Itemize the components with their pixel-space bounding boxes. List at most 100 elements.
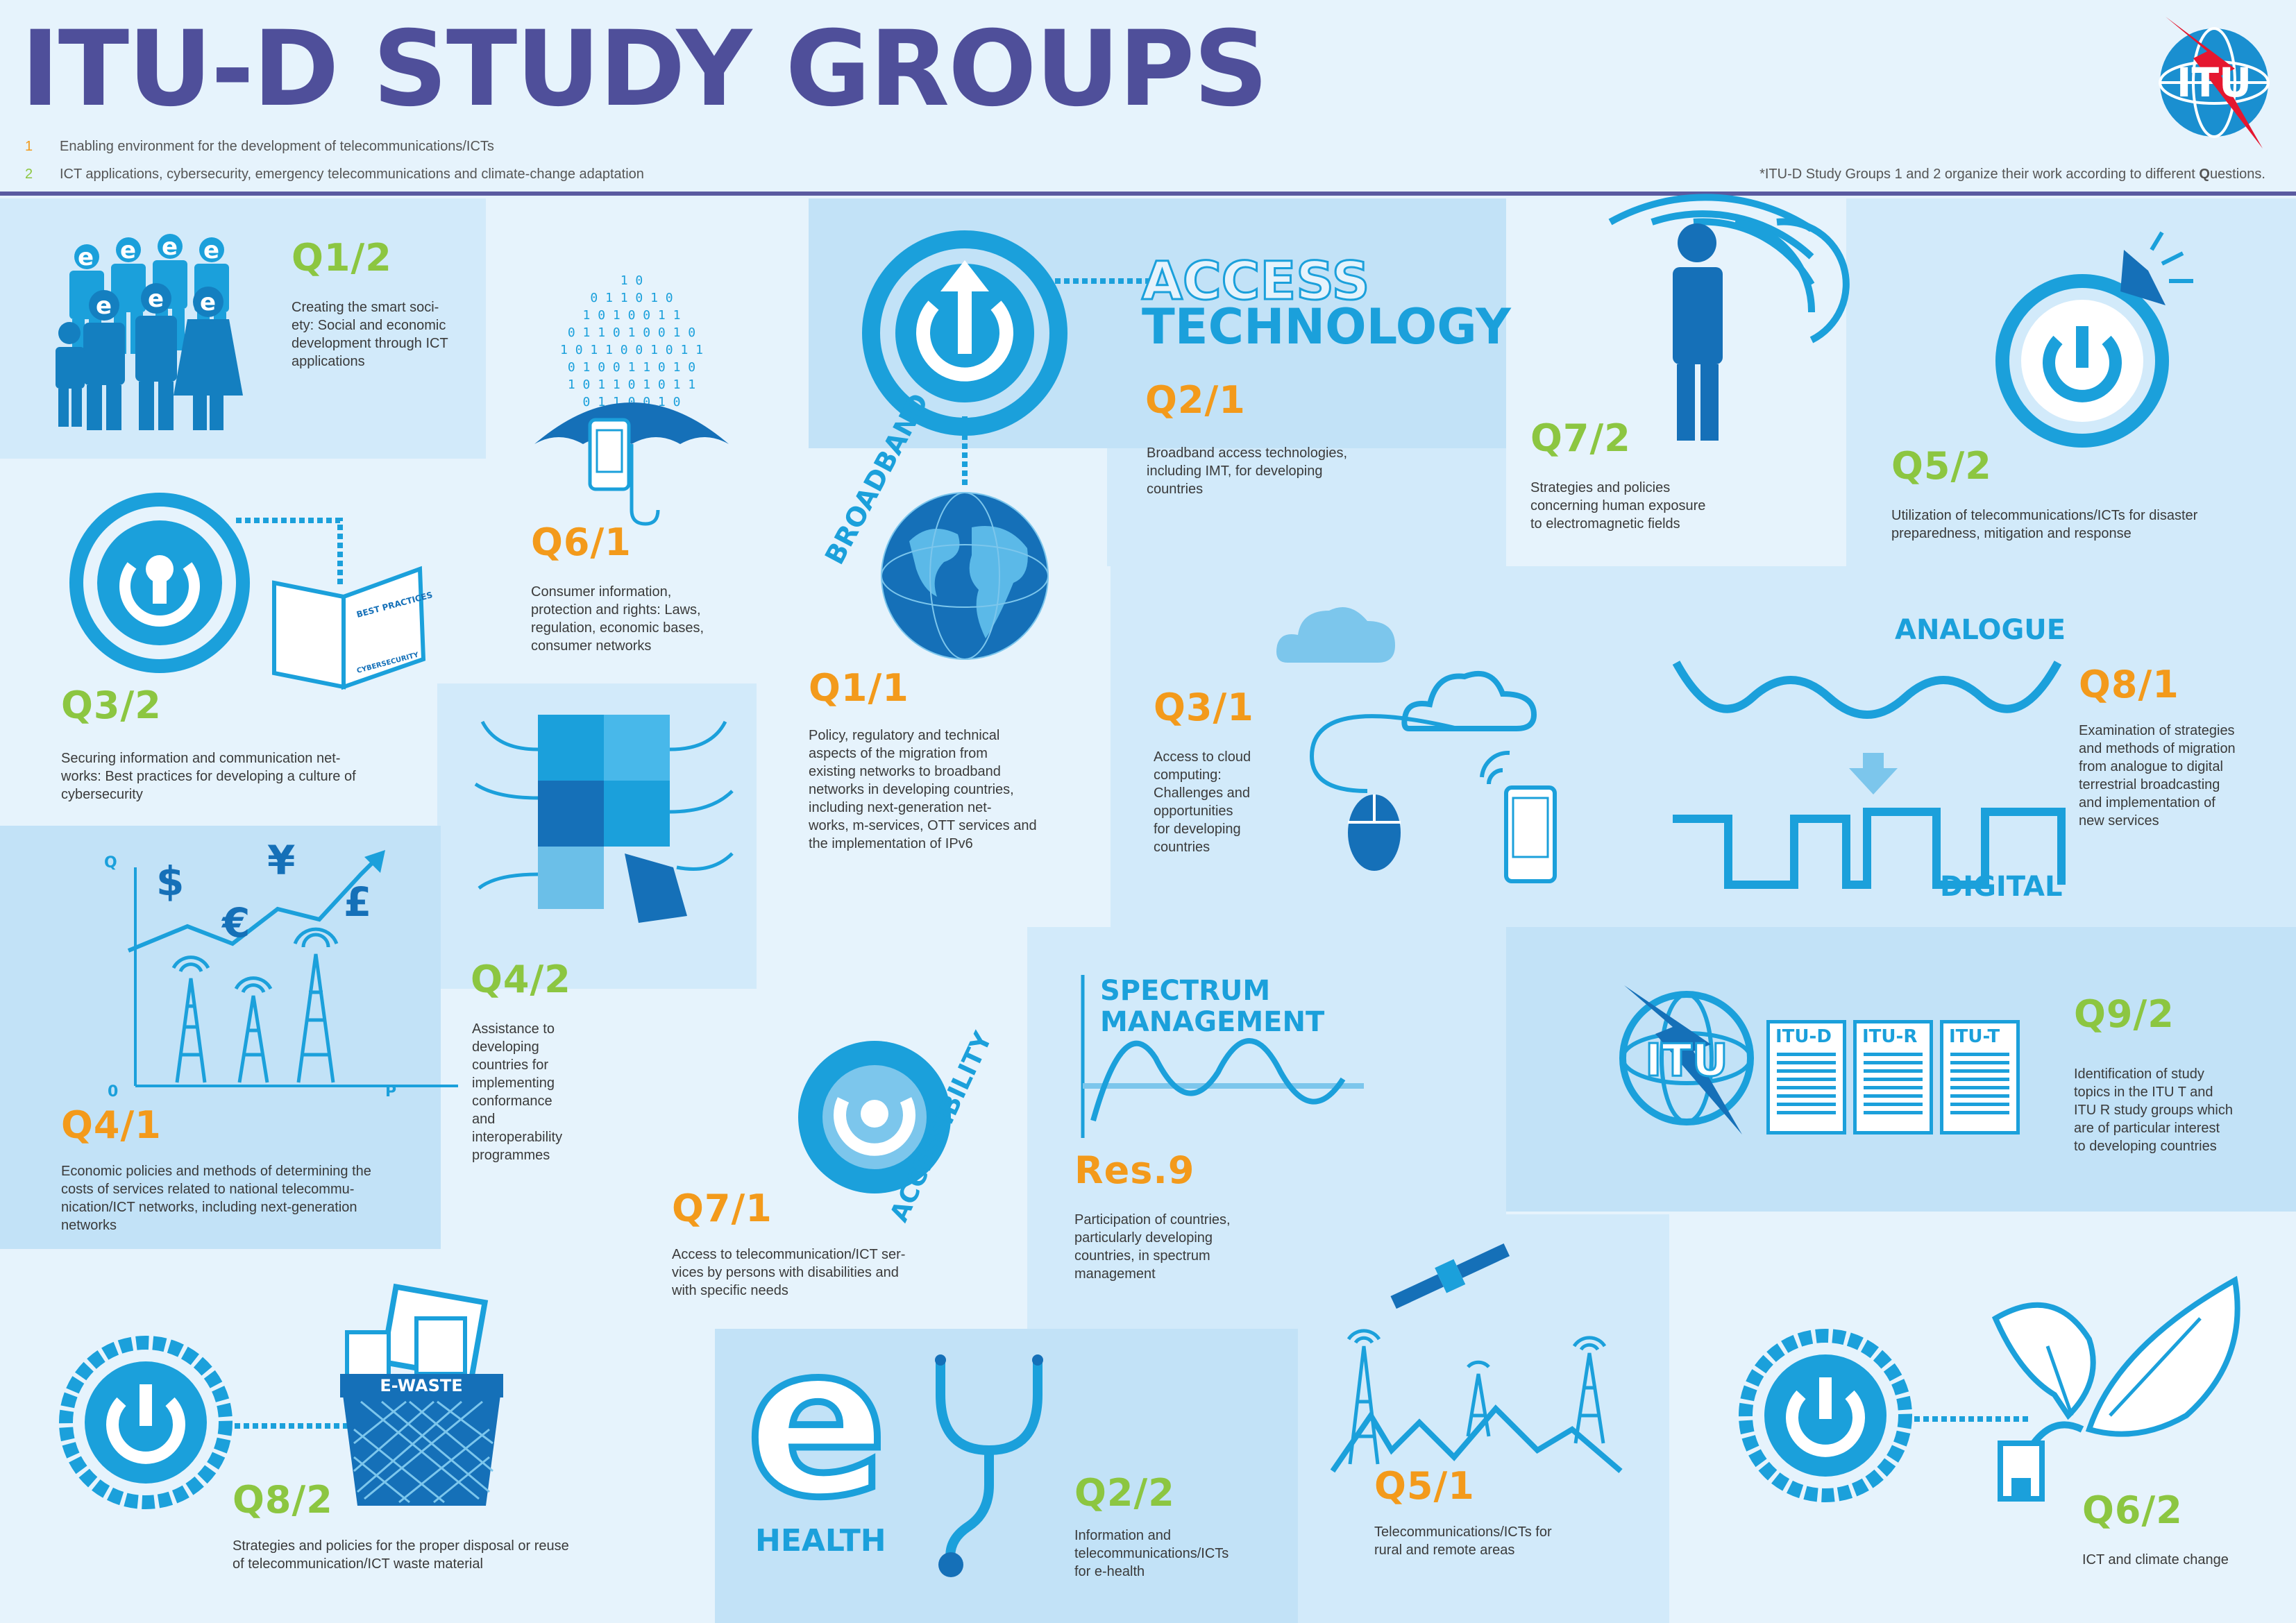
globe-icon — [881, 492, 1049, 660]
binary-row: 1 0 1 1 0 0 1 0 1 1 — [560, 343, 703, 357]
itu-d-document: ITU-D — [1766, 1020, 1846, 1135]
q3-2-label: Q3/2 — [61, 683, 162, 727]
q1-1-label: Q1/1 — [809, 666, 909, 710]
digital-wave-icon — [1673, 808, 2066, 889]
q2-1-description: Broadband access technologies, including… — [1147, 445, 1348, 497]
q1-2-label: Q1/2 — [292, 236, 392, 280]
page-title: ITU-D STUDY GROUPS — [21, 9, 1268, 130]
q4-2-label: Q4/2 — [471, 958, 571, 1001]
itu-d-label: ITU-D — [1775, 1026, 1832, 1047]
binary-row: 0 1 0 0 1 1 0 1 0 — [568, 360, 695, 375]
umbrella-icon: 1 0 0 1 1 0 1 0 1 0 1 0 0 1 1 0 1 1 0 1 … — [534, 273, 729, 526]
itu-t-document: ITU-T — [1940, 1020, 2020, 1135]
connector-line — [1055, 278, 1152, 284]
q2-2-description: Information and telecommunications/ICTs … — [1074, 1528, 1229, 1579]
dollar-symbol: $ — [156, 858, 184, 905]
q3-2-description: Securing information and communication n… — [61, 751, 356, 802]
e-letter: e — [78, 244, 94, 271]
binary-row: 1 0 1 1 0 1 0 1 1 — [568, 377, 695, 392]
q1-2-description: Creating the smart soci- ety: Social and… — [292, 300, 448, 369]
e-letter: e — [162, 233, 178, 261]
lock-power-icon — [69, 493, 250, 673]
digital-label: DIGITAL — [1940, 871, 2063, 903]
itu-globe-text: ITU — [1645, 1035, 1728, 1087]
panel-q8-1 — [1628, 566, 2296, 927]
em-field-person-icon — [1608, 194, 1850, 441]
connector-line — [226, 1423, 351, 1429]
spectrum-label: SPECTRUM — [1100, 975, 1271, 1007]
itu-logo-icon: ITU — [2159, 17, 2270, 148]
q6-2-label: Q6/2 — [2082, 1488, 2183, 1532]
q5-2-label: Q5/2 — [1891, 444, 1992, 488]
pound-symbol: £ — [344, 878, 371, 926]
panel-q4-1 — [0, 826, 441, 1249]
e-waste-label: E-WASTE — [380, 1376, 462, 1395]
panel-q2-1-lower — [1107, 448, 1506, 566]
q7-1-label: Q7/1 — [672, 1187, 773, 1230]
itu-globe-icon: ITU — [1619, 985, 1754, 1135]
economic-chart-icon: Q 0 P $ ¥ € £ — [104, 837, 458, 1101]
q6-2-description: ICT and climate change — [2082, 1552, 2229, 1567]
technology-label: TECHNOLOGY — [1142, 298, 1511, 355]
cloud-computing-icon — [1309, 671, 1557, 883]
sg1-number: 1 — [25, 139, 33, 154]
q7-2-label: Q7/2 — [1530, 416, 1631, 460]
q4-1-description: Economic policies and methods of determi… — [61, 1164, 371, 1233]
footnote-prefix: *ITU-D Study Groups 1 and 2 organize the… — [1759, 167, 2200, 182]
q5-1-description: Telecommunications/ICTs for rural and re… — [1374, 1524, 1552, 1558]
leaf-plug-icon — [1991, 1275, 2240, 1502]
header-divider — [0, 192, 2296, 196]
power-up-icon — [862, 230, 1067, 436]
binary-row: 1 0 — [621, 273, 643, 288]
management-label: MANAGEMENT — [1100, 1006, 1325, 1038]
q8-2-description: Strategies and policies for the proper d… — [233, 1538, 569, 1572]
health-label: HEALTH — [755, 1523, 886, 1558]
analogue-label: ANALOGUE — [1895, 614, 2066, 646]
q9-2-label: Q9/2 — [2074, 992, 2175, 1036]
binary-row: 0 1 1 0 1 0 — [590, 291, 673, 305]
panel-q2-2 — [715, 1329, 1298, 1623]
power-icon — [1739, 1329, 1912, 1502]
alarm-power-icon — [1995, 231, 2193, 448]
satellite-towers-icon — [1330, 1243, 1623, 1474]
itu-r-document: ITU-R — [1853, 1020, 1933, 1135]
spectrum-wave-icon — [1081, 975, 1364, 1138]
footnote-suffix: uestions. — [2209, 167, 2265, 182]
q1-1-description: Policy, regulatory and technical aspects… — [809, 728, 1037, 851]
itu-t-label: ITU-T — [1949, 1026, 2000, 1047]
connector-line — [1905, 1416, 2030, 1422]
yen-symbol: ¥ — [267, 837, 295, 884]
q3-1-description: Access to cloud computing: Challenges an… — [1154, 749, 1251, 855]
euro-symbol: € — [221, 899, 250, 946]
connector-line — [236, 518, 343, 586]
e-letter: e — [203, 237, 219, 264]
q8-1-description: Examination of strategies and methods of… — [2079, 723, 2236, 829]
down-arrow-icon — [1849, 753, 1898, 794]
res9-label: Res.9 — [1074, 1148, 1195, 1192]
q4-2-description: Assistance to developing countries for i… — [472, 1021, 563, 1163]
stethoscope-icon — [935, 1354, 1043, 1577]
e-waste-basket-icon: E-WASTE — [340, 1283, 503, 1506]
e-letter: e — [148, 285, 164, 313]
power-icon — [59, 1336, 233, 1509]
axis-p-label: P — [385, 1083, 396, 1101]
analogue-wave-icon — [1672, 661, 2062, 719]
connector-line — [962, 416, 968, 486]
book-icon: BEST PRACTICES CYBERSECURITY — [272, 566, 434, 690]
q2-2-label: Q2/2 — [1074, 1471, 1175, 1515]
footnote-q: Q — [2199, 167, 2210, 182]
axis-q-label: Q — [104, 854, 117, 872]
q7-2-description: Strategies and policies concerning human… — [1530, 480, 1706, 532]
q5-1-label: Q5/1 — [1374, 1464, 1475, 1508]
people-icon: e e e e e e e — [56, 233, 243, 430]
accessibility-icon — [798, 1041, 951, 1193]
binary-row: 0 1 1 0 1 0 0 1 0 — [568, 325, 695, 340]
q6-1-label: Q6/1 — [531, 520, 632, 564]
itu-r-label: ITU-R — [1862, 1026, 1918, 1047]
cloud-icon — [1276, 607, 1395, 663]
footnote: *ITU-D Study Groups 1 and 2 organize the… — [1759, 167, 2265, 182]
e-letter: e — [120, 237, 136, 264]
binary-row: 1 0 1 0 0 1 1 — [583, 308, 681, 323]
res9-description: Participation of countries, particularly… — [1074, 1212, 1231, 1282]
q9-2-description: Identification of study topics in the IT… — [2074, 1067, 2233, 1154]
